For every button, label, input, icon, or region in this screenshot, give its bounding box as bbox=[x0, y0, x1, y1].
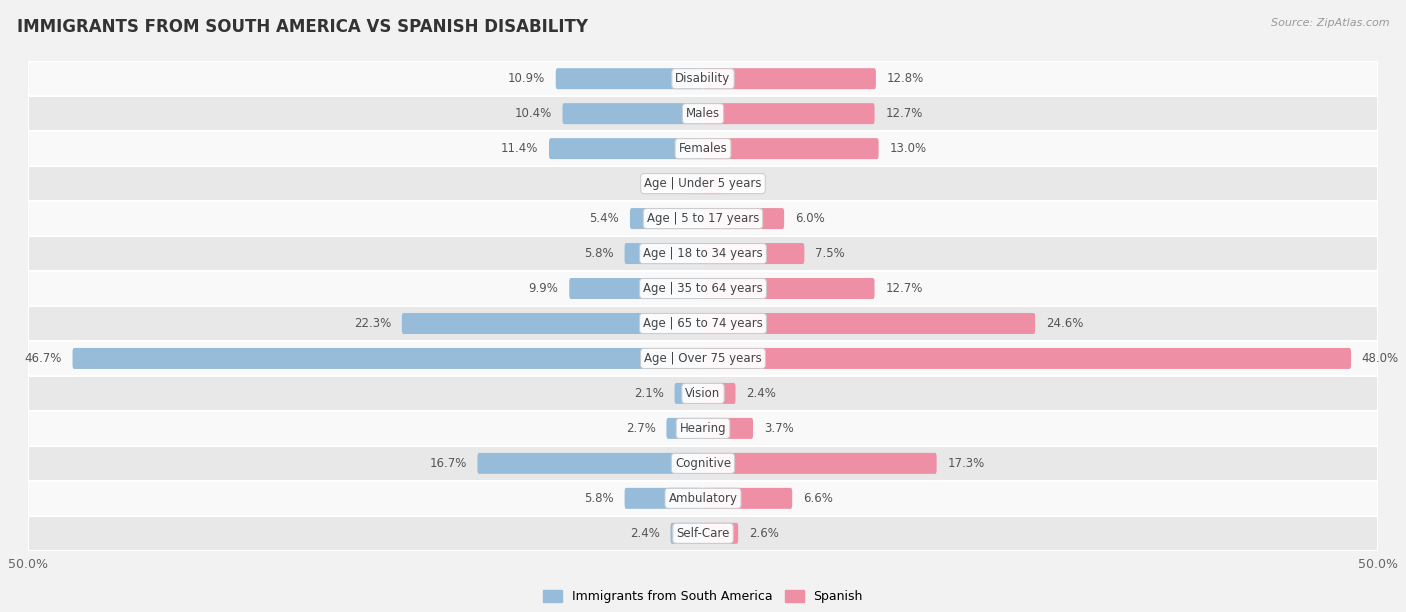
Text: Age | 35 to 64 years: Age | 35 to 64 years bbox=[643, 282, 763, 295]
FancyBboxPatch shape bbox=[703, 418, 754, 439]
FancyBboxPatch shape bbox=[675, 383, 703, 404]
FancyBboxPatch shape bbox=[703, 208, 785, 229]
Text: 5.8%: 5.8% bbox=[585, 247, 614, 260]
FancyBboxPatch shape bbox=[686, 173, 703, 194]
FancyBboxPatch shape bbox=[703, 278, 875, 299]
Text: 10.9%: 10.9% bbox=[508, 72, 546, 85]
Text: 7.5%: 7.5% bbox=[815, 247, 845, 260]
FancyBboxPatch shape bbox=[28, 446, 1378, 481]
Text: 11.4%: 11.4% bbox=[501, 142, 538, 155]
FancyBboxPatch shape bbox=[28, 201, 1378, 236]
FancyBboxPatch shape bbox=[28, 96, 1378, 131]
Text: 2.6%: 2.6% bbox=[749, 527, 779, 540]
Text: 12.7%: 12.7% bbox=[886, 282, 922, 295]
Text: 2.4%: 2.4% bbox=[747, 387, 776, 400]
Text: 6.6%: 6.6% bbox=[803, 492, 832, 505]
FancyBboxPatch shape bbox=[28, 166, 1378, 201]
Text: 1.2%: 1.2% bbox=[647, 177, 676, 190]
Legend: Immigrants from South America, Spanish: Immigrants from South America, Spanish bbox=[538, 585, 868, 608]
FancyBboxPatch shape bbox=[703, 313, 1035, 334]
Text: Vision: Vision bbox=[685, 387, 721, 400]
FancyBboxPatch shape bbox=[28, 61, 1378, 96]
Text: Females: Females bbox=[679, 142, 727, 155]
Text: Self-Care: Self-Care bbox=[676, 527, 730, 540]
Text: IMMIGRANTS FROM SOUTH AMERICA VS SPANISH DISABILITY: IMMIGRANTS FROM SOUTH AMERICA VS SPANISH… bbox=[17, 18, 588, 36]
FancyBboxPatch shape bbox=[624, 488, 703, 509]
Text: 2.4%: 2.4% bbox=[630, 527, 659, 540]
Text: Hearing: Hearing bbox=[679, 422, 727, 435]
FancyBboxPatch shape bbox=[703, 68, 876, 89]
Text: 16.7%: 16.7% bbox=[429, 457, 467, 470]
FancyBboxPatch shape bbox=[28, 306, 1378, 341]
Text: 9.9%: 9.9% bbox=[529, 282, 558, 295]
Text: Age | 5 to 17 years: Age | 5 to 17 years bbox=[647, 212, 759, 225]
Text: 6.0%: 6.0% bbox=[794, 212, 824, 225]
FancyBboxPatch shape bbox=[569, 278, 703, 299]
FancyBboxPatch shape bbox=[28, 481, 1378, 516]
Text: 48.0%: 48.0% bbox=[1361, 352, 1399, 365]
FancyBboxPatch shape bbox=[562, 103, 703, 124]
FancyBboxPatch shape bbox=[703, 453, 936, 474]
FancyBboxPatch shape bbox=[28, 131, 1378, 166]
Text: 5.8%: 5.8% bbox=[585, 492, 614, 505]
FancyBboxPatch shape bbox=[703, 103, 875, 124]
FancyBboxPatch shape bbox=[73, 348, 703, 369]
FancyBboxPatch shape bbox=[478, 453, 703, 474]
FancyBboxPatch shape bbox=[703, 173, 723, 194]
FancyBboxPatch shape bbox=[28, 271, 1378, 306]
Text: Disability: Disability bbox=[675, 72, 731, 85]
FancyBboxPatch shape bbox=[28, 516, 1378, 551]
Text: Age | 18 to 34 years: Age | 18 to 34 years bbox=[643, 247, 763, 260]
FancyBboxPatch shape bbox=[703, 488, 792, 509]
Text: 22.3%: 22.3% bbox=[354, 317, 391, 330]
Text: Males: Males bbox=[686, 107, 720, 120]
FancyBboxPatch shape bbox=[671, 523, 703, 544]
Text: 10.4%: 10.4% bbox=[515, 107, 551, 120]
FancyBboxPatch shape bbox=[624, 243, 703, 264]
Text: 1.4%: 1.4% bbox=[733, 177, 762, 190]
Text: 3.7%: 3.7% bbox=[763, 422, 793, 435]
FancyBboxPatch shape bbox=[402, 313, 703, 334]
FancyBboxPatch shape bbox=[555, 68, 703, 89]
Text: Source: ZipAtlas.com: Source: ZipAtlas.com bbox=[1271, 18, 1389, 28]
FancyBboxPatch shape bbox=[28, 376, 1378, 411]
Text: 13.0%: 13.0% bbox=[889, 142, 927, 155]
FancyBboxPatch shape bbox=[703, 383, 735, 404]
FancyBboxPatch shape bbox=[666, 418, 703, 439]
Text: Ambulatory: Ambulatory bbox=[668, 492, 738, 505]
FancyBboxPatch shape bbox=[703, 348, 1351, 369]
Text: 12.8%: 12.8% bbox=[887, 72, 924, 85]
Text: 2.1%: 2.1% bbox=[634, 387, 664, 400]
Text: 12.7%: 12.7% bbox=[886, 107, 922, 120]
FancyBboxPatch shape bbox=[28, 411, 1378, 446]
FancyBboxPatch shape bbox=[28, 236, 1378, 271]
FancyBboxPatch shape bbox=[703, 243, 804, 264]
FancyBboxPatch shape bbox=[28, 341, 1378, 376]
Text: 2.7%: 2.7% bbox=[626, 422, 655, 435]
Text: 5.4%: 5.4% bbox=[589, 212, 619, 225]
Text: Cognitive: Cognitive bbox=[675, 457, 731, 470]
Text: Age | Over 75 years: Age | Over 75 years bbox=[644, 352, 762, 365]
Text: 17.3%: 17.3% bbox=[948, 457, 984, 470]
Text: Age | Under 5 years: Age | Under 5 years bbox=[644, 177, 762, 190]
FancyBboxPatch shape bbox=[548, 138, 703, 159]
Text: 24.6%: 24.6% bbox=[1046, 317, 1083, 330]
Text: Age | 65 to 74 years: Age | 65 to 74 years bbox=[643, 317, 763, 330]
Text: 46.7%: 46.7% bbox=[24, 352, 62, 365]
FancyBboxPatch shape bbox=[630, 208, 703, 229]
FancyBboxPatch shape bbox=[703, 523, 738, 544]
FancyBboxPatch shape bbox=[703, 138, 879, 159]
